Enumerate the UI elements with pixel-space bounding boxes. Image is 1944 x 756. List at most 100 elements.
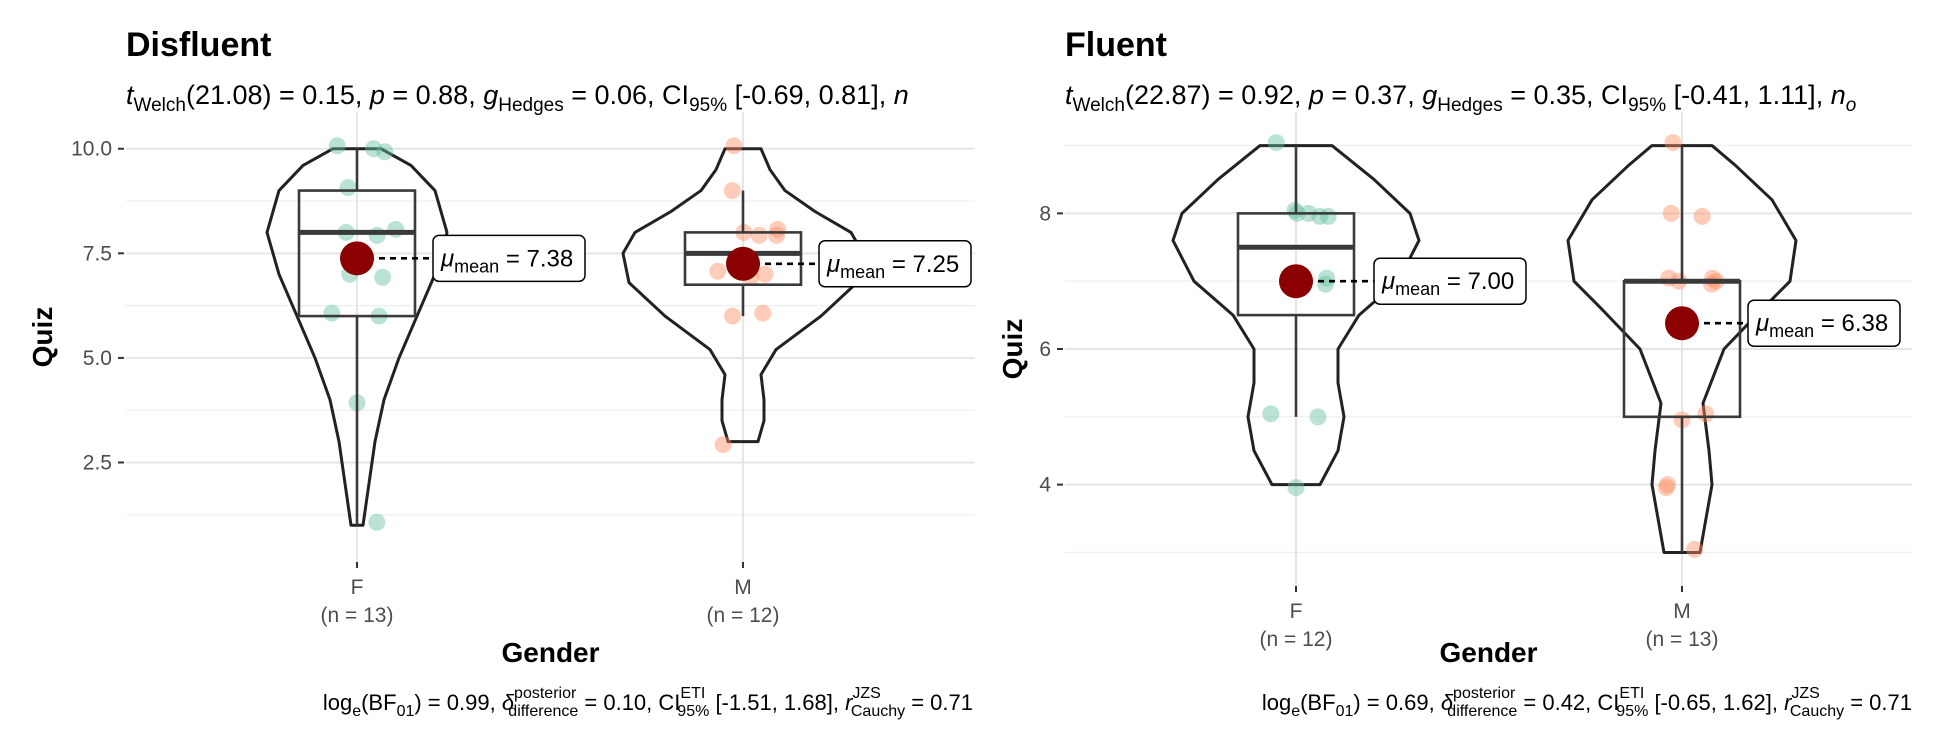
second-panel-y-axis-title: Quiz [997,319,1028,380]
data-point [1664,134,1682,152]
stat-n-symbol: n [894,80,909,110]
second-panel-x-axis-title: Gender [1439,637,1537,668]
data-point [1287,479,1305,497]
stat-t-subscript: Welch [1073,95,1125,116]
bf-label-subscript: 01 [1336,703,1354,720]
data-point [724,307,742,325]
y-tick-label: 6 [1039,338,1051,361]
y-tick-label: 10.0 [71,138,112,161]
mean-label-box [432,234,586,283]
mean-value: = 7.38 [499,245,573,272]
ci-value: [-1.51, 1.68], [709,690,845,715]
delta-subscript: difference [1447,703,1517,720]
delta-superscript: posterior [1453,685,1516,702]
first-panel-subtitle: tWelch(21.08) = 0.15, p = 0.88, gHedges … [126,80,909,116]
stat-g-subscript: Hedges [1437,95,1503,116]
r-symbol: r [1784,690,1793,715]
first-panel-x-axis-title: Gender [501,637,599,668]
bf-log: log [1262,690,1291,715]
bf-value: ) = 0.99, [414,690,501,715]
data-point [387,220,405,238]
group-f: μmean = 7.38 [265,137,586,531]
mean-value: = 7.00 [1440,268,1514,295]
mean-label: μmean = 7.25 [826,251,959,282]
data-point [328,137,346,155]
stat-ci-value: [-0.41, 1.11], [1666,80,1831,110]
r-superscript: JZS [1791,685,1819,702]
mean-subscript: mean [1769,321,1814,341]
ci-superscript: ETI [680,685,705,702]
stat-g-value: = 0.35, CI [1503,80,1628,110]
stat-p-value: = 0.88, [385,80,483,110]
mean-point [1279,264,1313,299]
stat-t-symbol: t [1065,80,1074,110]
x-tick-n-label: (n = 13) [321,604,394,627]
stat-g-value: = 0.06, CI [564,80,689,110]
first-panel-bayes-caption: loge(BF01) = 0.99, δposterior difference … [323,685,973,720]
r-symbol: r [845,690,854,715]
mu-hat-symbol: μ [440,245,454,272]
box [297,189,417,318]
bf-log-base: e [352,703,361,720]
bf-label: (BF [361,690,396,715]
data-point [725,137,743,155]
mean-label-box [1747,299,1901,347]
stat-p-value: = 0.37, [1324,80,1422,110]
data-point [723,182,741,200]
data-point [323,304,341,322]
data-point [1697,405,1715,423]
ci-subscript: 95% [1616,703,1648,720]
data-point [1660,269,1678,287]
r-superscript: JZS [852,685,880,702]
stat-p-symbol: p [369,80,385,110]
delta-value: = 0.10, CI [578,690,680,715]
data-point [754,304,772,322]
data-point [365,140,383,158]
ci-value: [-0.65, 1.62], [1648,690,1784,715]
mean-point [1665,306,1699,341]
mu-hat-symbol: μ [826,251,840,278]
data-point [374,268,392,286]
stat-t-subscript: Welch [134,95,186,116]
stat-g-symbol: g [1422,80,1437,110]
stat-t-value: (21.08) = 0.15, [186,80,370,110]
group-m: μmean = 6.38 [1566,134,1901,558]
x-tick-n-label: (n = 12) [1260,628,1333,651]
data-point [1317,275,1335,293]
ci-superscript: ETI [1619,685,1644,702]
first-panel-title: Disfluent [126,26,271,64]
bf-label: (BF [1300,690,1335,715]
mean-label: μmean = 7.00 [1381,268,1514,299]
x-tick-label: M [1673,600,1691,623]
mean-value: = 6.38 [1814,310,1888,337]
mean-subscript: mean [1395,279,1440,299]
mean-label-box [1373,257,1527,305]
second-panel-subtitle: tWelch(22.87) = 0.92, p = 0.37, gHedges … [1065,80,1856,116]
data-point [368,226,386,244]
data-point [709,262,727,280]
delta-symbol: δ [1441,690,1454,715]
stat-t-symbol: t [126,80,135,110]
stat-p-symbol: p [1308,80,1324,110]
stat-g-symbol: g [483,80,498,110]
data-point [750,226,768,244]
mean-point [726,246,760,281]
mean-subscript: mean [454,256,499,276]
r-subscript: Cauchy [851,703,905,720]
second-panel-bayes-caption: loge(BF01) = 0.69, δposterior difference … [1262,685,1912,720]
delta-superscript: posterior [514,685,577,702]
stat-n-symbol: n [1831,80,1846,110]
first-panel: Disfluent tWelch(21.08) = 0.15, p = 0.88,… [27,26,975,720]
violin-outline [1171,144,1421,487]
mean-label-box [818,240,972,288]
stat-ci-subscript: 95% [689,95,727,116]
box [1236,212,1356,317]
ci-subscript: 95% [677,703,709,720]
mean-subscript: mean [840,262,885,282]
violin-outline [1566,144,1798,554]
group-f: μmean = 7.00 [1171,134,1527,497]
y-tick-label: 7.5 [83,242,112,265]
data-point [1686,540,1704,558]
x-tick-n-label: (n = 13) [1646,628,1719,651]
x-tick-label: F [1290,600,1303,623]
